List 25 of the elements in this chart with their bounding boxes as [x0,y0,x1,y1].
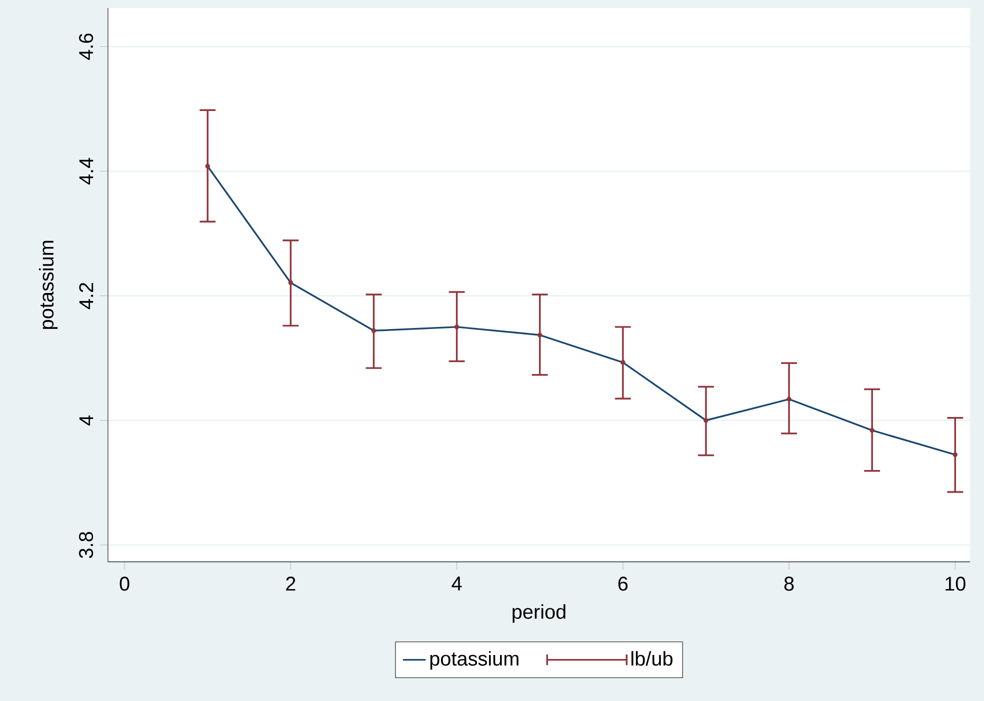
point [288,280,294,286]
x-tick-label: 0 [120,576,130,591]
y-tick-label: 3.8 [79,532,94,558]
y-axis-title: potassium [39,240,58,329]
legend-label: potassium [430,651,518,670]
y-tick-label: 4.4 [79,158,94,185]
x-tick-label: 10 [946,576,966,591]
y-tick-label: 4.2 [79,282,94,310]
x-tick-label: 6 [618,576,628,591]
x-tick-label: 2 [286,576,296,591]
point [205,164,210,169]
point [454,324,460,330]
point [620,360,626,365]
legend-label: lb/ub [632,651,672,666]
y-tick-label: 4.6 [79,34,94,60]
x-tick-label: 4 [452,576,462,590]
point [537,332,542,338]
point [870,428,874,433]
x-axis-title: period [512,604,566,623]
point [371,328,376,334]
x-tick-label: 8 [784,576,794,591]
point [952,452,958,458]
y-tick-label: 4 [79,415,94,426]
point [704,418,708,423]
point [786,396,792,402]
